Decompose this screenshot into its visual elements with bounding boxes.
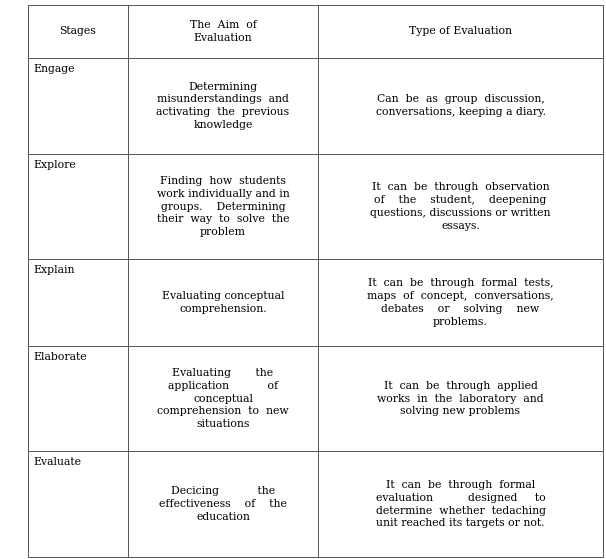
Text: Can  be  as  group  discussion,
conversations, keeping a diary.: Can be as group discussion, conversation… xyxy=(376,94,545,117)
Text: Decicing           the
effectiveness    of    the
education: Decicing the effectiveness of the educat… xyxy=(159,486,287,522)
Text: It  can  be  through  formal
evaluation          designed     to
determine  whet: It can be through formal evaluation desi… xyxy=(376,480,545,528)
Text: Evaluate: Evaluate xyxy=(33,457,81,467)
Text: Elaborate: Elaborate xyxy=(33,352,87,362)
Text: Evaluating conceptual
comprehension.: Evaluating conceptual comprehension. xyxy=(162,291,284,314)
Text: The  Aim  of
Evaluation: The Aim of Evaluation xyxy=(190,20,256,43)
Text: Type of Evaluation: Type of Evaluation xyxy=(409,26,512,36)
Text: Explain: Explain xyxy=(33,266,75,276)
Text: Stages: Stages xyxy=(59,26,96,36)
Text: It  can  be  through  formal  tests,
maps  of  concept,  conversations,
debates : It can be through formal tests, maps of … xyxy=(367,278,554,327)
Text: It  can  be  through  applied
works  in  the  laboratory  and
solving new proble: It can be through applied works in the l… xyxy=(377,381,544,416)
Text: Explore: Explore xyxy=(33,160,76,170)
Text: Engage: Engage xyxy=(33,64,75,74)
Text: Finding  how  students
work individually and in
groups.    Determining
their  wa: Finding how students work individually a… xyxy=(156,176,290,237)
Text: It  can  be  through  observation
of    the    student,    deepening
questions, : It can be through observation of the stu… xyxy=(370,182,551,231)
Text: Evaluating       the
application           of
conceptual
comprehension  to  new
: Evaluating the application of conceptual… xyxy=(157,368,289,429)
Text: Determining
misunderstandings  and
activating  the  previous
knowledge: Determining misunderstandings and activa… xyxy=(156,82,290,130)
